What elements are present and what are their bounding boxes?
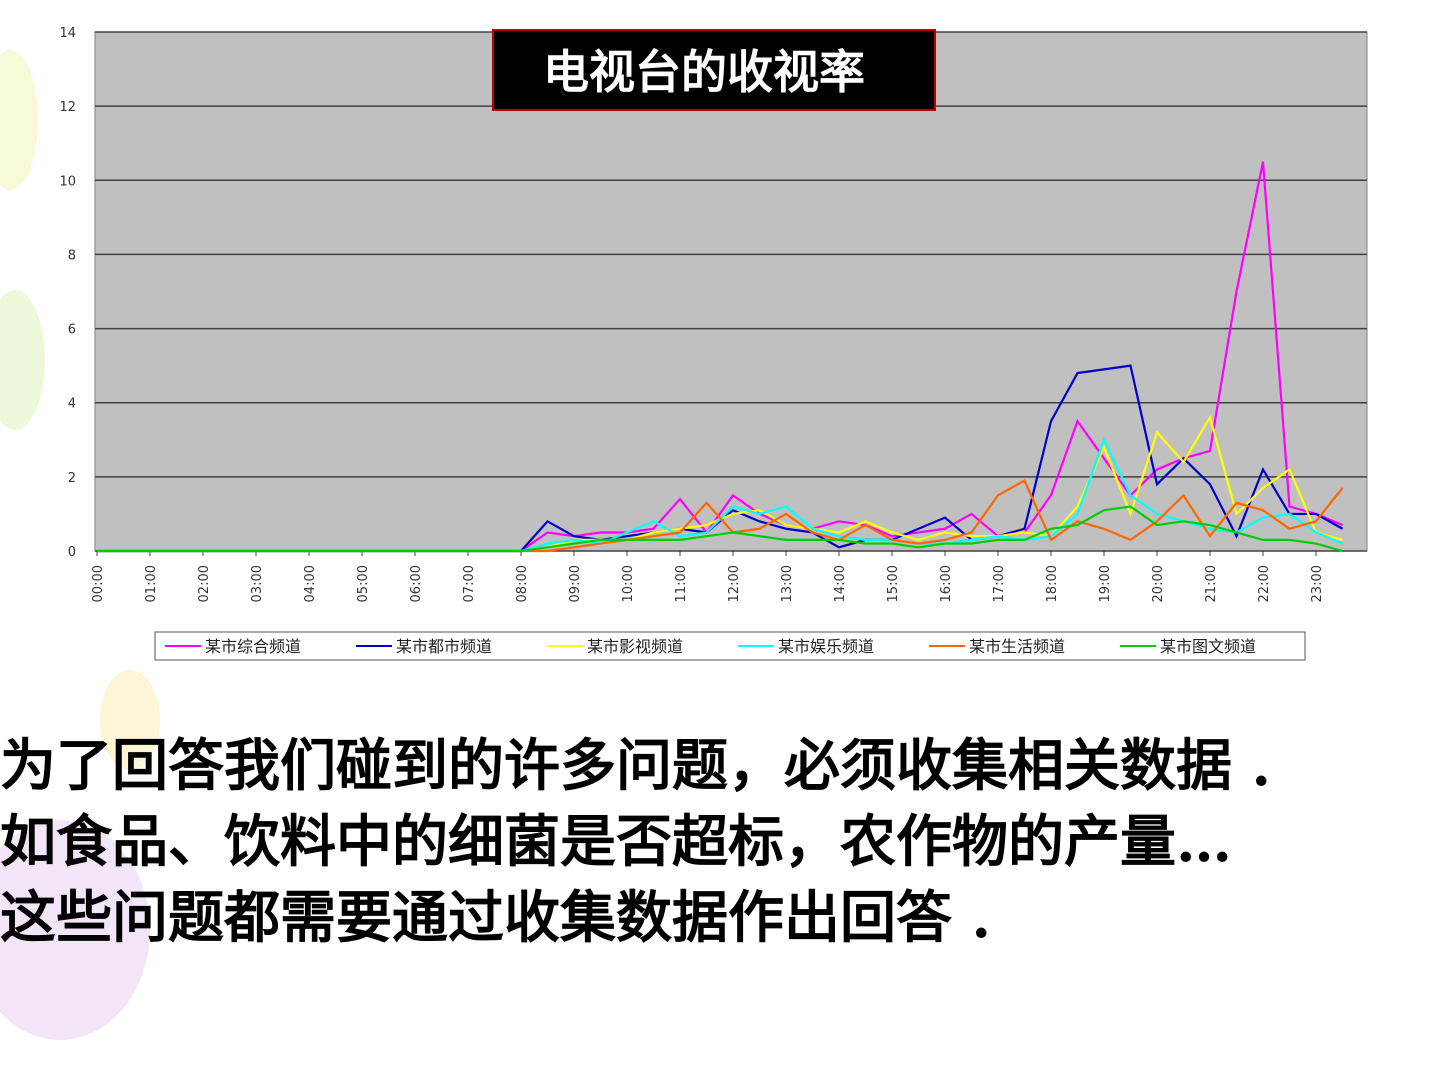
x-tick-label: 16:00: [939, 565, 954, 602]
x-tick-label: 01:00: [144, 565, 159, 602]
x-tick-label: 21:00: [1204, 565, 1219, 602]
x-tick-label: 11:00: [674, 565, 689, 602]
plot-area: [94, 31, 1368, 552]
x-tick-label: 23:00: [1310, 565, 1325, 602]
legend: [154, 631, 1306, 661]
x-tick-label: 14:00: [833, 565, 848, 602]
y-tick-label: 0: [68, 545, 76, 560]
x-tick-label: 12:00: [727, 565, 742, 602]
x-tick-label: 22:00: [1257, 565, 1272, 602]
y-tick-label: 2: [68, 471, 76, 486]
y-tick-label: 4: [68, 397, 76, 412]
x-tick-label: 00:00: [91, 565, 106, 602]
text-line: 为了回答我们碰到的许多问题，必须收集相关数据 .: [0, 733, 1271, 799]
x-tick-label: 10:00: [621, 565, 636, 602]
y-tick-label: 10: [59, 174, 76, 189]
body-text: 为了回答我们碰到的许多问题，必须收集相关数据 . 如食品、饮料中的细菌是否超标，…: [0, 728, 1440, 956]
x-tick-label: 08:00: [515, 565, 530, 602]
legend-label: 某市影视频道: [587, 637, 683, 656]
x-tick-label: 13:00: [780, 565, 795, 602]
x-tick-label: 17:00: [992, 565, 1007, 602]
x-tick-label: 07:00: [462, 565, 477, 602]
x-tick-label: 15:00: [886, 565, 901, 602]
legend-label: 某市生活频道: [969, 637, 1065, 656]
legend-label: 某市图文频道: [1160, 637, 1256, 656]
x-tick-label: 19:00: [1098, 565, 1113, 602]
chart-title: 电视台的收视率: [543, 45, 865, 99]
y-tick-label: 6: [68, 323, 76, 338]
y-tick-label: 8: [68, 248, 76, 263]
y-tick-label: 14: [59, 26, 76, 41]
legend-label: 某市综合频道: [205, 637, 301, 656]
legend-label: 某市都市频道: [396, 637, 492, 656]
legend-label: 某市娱乐频道: [778, 637, 874, 656]
x-tick-label: 03:00: [250, 565, 265, 602]
x-tick-label: 05:00: [356, 565, 371, 602]
text-line: 如食品、饮料中的细菌是否超标，农作物的产量…: [0, 809, 1232, 875]
title-box: [492, 29, 936, 111]
x-tick-label: 20:00: [1151, 565, 1166, 602]
text-line: 这些问题都需要通过收集数据作出回答 .: [0, 885, 991, 951]
x-tick-label: 04:00: [303, 565, 318, 602]
x-tick-label: 18:00: [1045, 565, 1060, 602]
series-line: [97, 505, 1343, 553]
chart: 0 2 4 6 8 10 12 14 00:00 01:00 02:00 03:00 04:00 05:0…: [59, 26, 1368, 661]
x-tick-label: 06:00: [409, 565, 424, 602]
x-tick-label: 02:00: [197, 565, 212, 602]
y-tick-label: 12: [59, 100, 76, 115]
x-tick-label: 09:00: [568, 565, 583, 602]
